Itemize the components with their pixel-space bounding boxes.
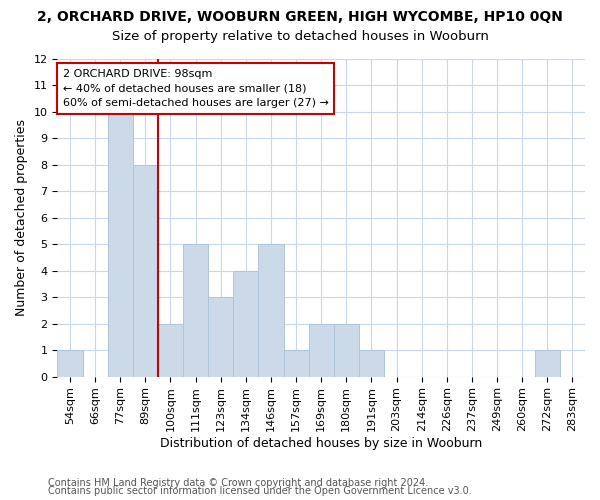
Bar bbox=[107, 112, 133, 376]
Text: 2, ORCHARD DRIVE, WOOBURN GREEN, HIGH WYCOMBE, HP10 0QN: 2, ORCHARD DRIVE, WOOBURN GREEN, HIGH WY… bbox=[37, 10, 563, 24]
Bar bbox=[233, 270, 259, 376]
Bar bbox=[284, 350, 308, 376]
Bar bbox=[58, 350, 83, 376]
Y-axis label: Number of detached properties: Number of detached properties bbox=[15, 120, 28, 316]
Text: Size of property relative to detached houses in Wooburn: Size of property relative to detached ho… bbox=[112, 30, 488, 43]
Text: Contains public sector information licensed under the Open Government Licence v3: Contains public sector information licen… bbox=[48, 486, 472, 496]
Bar bbox=[359, 350, 384, 376]
Bar bbox=[535, 350, 560, 376]
X-axis label: Distribution of detached houses by size in Wooburn: Distribution of detached houses by size … bbox=[160, 437, 482, 450]
Bar bbox=[308, 324, 334, 376]
Bar bbox=[259, 244, 284, 376]
Bar bbox=[334, 324, 359, 376]
Bar bbox=[133, 165, 158, 376]
Bar bbox=[158, 324, 183, 376]
Bar bbox=[208, 297, 233, 376]
Text: Contains HM Land Registry data © Crown copyright and database right 2024.: Contains HM Land Registry data © Crown c… bbox=[48, 478, 428, 488]
Text: 2 ORCHARD DRIVE: 98sqm
← 40% of detached houses are smaller (18)
60% of semi-det: 2 ORCHARD DRIVE: 98sqm ← 40% of detached… bbox=[62, 68, 329, 108]
Bar bbox=[183, 244, 208, 376]
